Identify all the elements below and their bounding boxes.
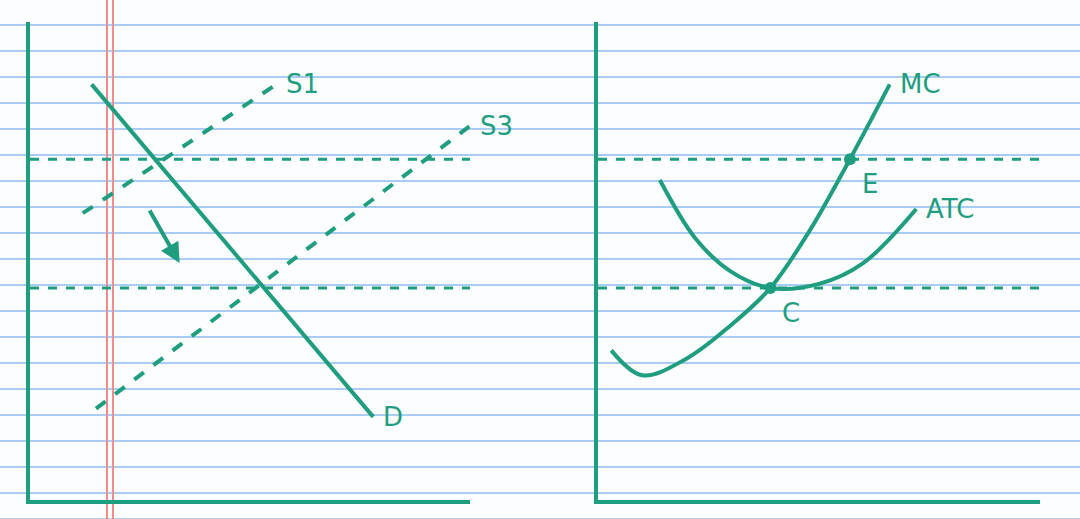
svg-text:ATC: ATC: [926, 194, 974, 224]
svg-text:S1: S1: [286, 69, 319, 99]
svg-text:E: E: [862, 169, 878, 199]
svg-text:MC: MC: [900, 69, 941, 99]
svg-text:S3: S3: [480, 111, 513, 141]
svg-text:C: C: [782, 298, 800, 328]
svg-text:D: D: [383, 402, 403, 432]
